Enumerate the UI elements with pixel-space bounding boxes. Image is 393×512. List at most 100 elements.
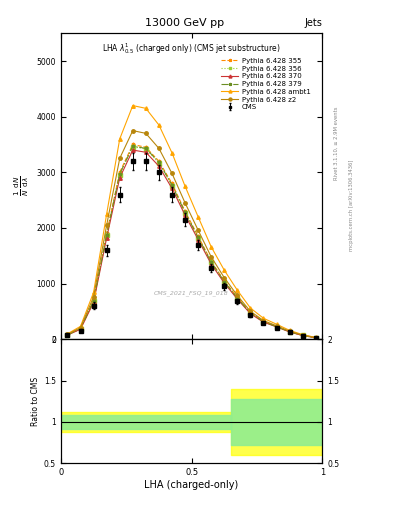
Pythia 6.428 ambt1 bbox=[300, 332, 305, 338]
Text: 13000 GeV pp: 13000 GeV pp bbox=[145, 18, 224, 28]
Pythia 6.428 z2 bbox=[65, 331, 70, 337]
Pythia 6.428 370 bbox=[222, 280, 227, 286]
Pythia 6.428 379 bbox=[78, 326, 83, 332]
Pythia 6.428 356 bbox=[130, 144, 135, 150]
Pythia 6.428 370 bbox=[300, 332, 305, 338]
Pythia 6.428 ambt1 bbox=[196, 214, 200, 220]
Pythia 6.428 379 bbox=[248, 310, 253, 316]
Pythia 6.428 z2 bbox=[209, 254, 213, 260]
Pythia 6.428 ambt1 bbox=[65, 331, 70, 337]
Pythia 6.428 379 bbox=[287, 329, 292, 335]
Pythia 6.428 370 bbox=[261, 319, 266, 325]
Pythia 6.428 370 bbox=[156, 163, 161, 169]
Pythia 6.428 356 bbox=[91, 298, 96, 304]
Pythia 6.428 370 bbox=[248, 311, 253, 317]
Line: Pythia 6.428 355: Pythia 6.428 355 bbox=[66, 143, 318, 339]
Pythia 6.428 379 bbox=[143, 145, 148, 152]
Pythia 6.428 379 bbox=[91, 297, 96, 304]
Pythia 6.428 370 bbox=[235, 296, 240, 302]
Pythia 6.428 356 bbox=[274, 324, 279, 330]
Pythia 6.428 370 bbox=[65, 332, 70, 338]
Pythia 6.428 355 bbox=[196, 233, 200, 239]
Pythia 6.428 370 bbox=[130, 147, 135, 153]
Pythia 6.428 370 bbox=[313, 335, 318, 341]
Pythia 6.428 379 bbox=[156, 159, 161, 165]
Line: Pythia 6.428 356: Pythia 6.428 356 bbox=[66, 145, 318, 339]
Pythia 6.428 379 bbox=[274, 324, 279, 330]
Pythia 6.428 356 bbox=[313, 335, 318, 341]
Y-axis label: $\frac{1}{N}\,\frac{\mathrm{d}N}{\mathrm{d}\lambda}$: $\frac{1}{N}\,\frac{\mathrm{d}N}{\mathrm… bbox=[13, 176, 31, 197]
Line: Pythia 6.428 379: Pythia 6.428 379 bbox=[66, 144, 318, 339]
Pythia 6.428 ambt1 bbox=[143, 105, 148, 112]
Pythia 6.428 z2 bbox=[78, 325, 83, 331]
Pythia 6.428 355 bbox=[235, 294, 240, 301]
Pythia 6.428 370 bbox=[91, 300, 96, 306]
Pythia 6.428 ambt1 bbox=[130, 102, 135, 109]
Pythia 6.428 356 bbox=[248, 310, 253, 316]
Pythia 6.428 379 bbox=[130, 143, 135, 149]
Pythia 6.428 z2 bbox=[170, 170, 174, 177]
Pythia 6.428 370 bbox=[209, 261, 213, 267]
Pythia 6.428 355 bbox=[313, 335, 318, 341]
Text: Jets: Jets bbox=[305, 18, 322, 28]
Pythia 6.428 379 bbox=[65, 332, 70, 338]
Legend: Pythia 6.428 355, Pythia 6.428 356, Pythia 6.428 370, Pythia 6.428 379, Pythia 6: Pythia 6.428 355, Pythia 6.428 356, Pyth… bbox=[218, 55, 314, 113]
Pythia 6.428 355 bbox=[130, 141, 135, 147]
Pythia 6.428 356 bbox=[156, 160, 161, 166]
X-axis label: LHA (charged-only): LHA (charged-only) bbox=[145, 480, 239, 490]
Pythia 6.428 z2 bbox=[196, 227, 200, 233]
Pythia 6.428 z2 bbox=[118, 155, 122, 161]
Pythia 6.428 ambt1 bbox=[287, 327, 292, 333]
Pythia 6.428 379 bbox=[196, 234, 200, 241]
Pythia 6.428 379 bbox=[104, 231, 109, 238]
Pythia 6.428 ambt1 bbox=[209, 244, 213, 250]
Pythia 6.428 z2 bbox=[313, 334, 318, 340]
Pythia 6.428 370 bbox=[170, 185, 174, 191]
Pythia 6.428 370 bbox=[104, 235, 109, 241]
Text: mcplots.cern.ch [arXiv:1306.3436]: mcplots.cern.ch [arXiv:1306.3436] bbox=[349, 159, 354, 250]
Text: Rivet 3.1.10, ≥ 2.9M events: Rivet 3.1.10, ≥ 2.9M events bbox=[334, 106, 338, 180]
Pythia 6.428 ambt1 bbox=[261, 315, 266, 322]
Pythia 6.428 356 bbox=[209, 259, 213, 265]
Pythia 6.428 ambt1 bbox=[104, 211, 109, 217]
Y-axis label: Ratio to CMS: Ratio to CMS bbox=[31, 377, 40, 426]
Pythia 6.428 355 bbox=[143, 144, 148, 151]
Pythia 6.428 370 bbox=[183, 212, 187, 218]
Pythia 6.428 z2 bbox=[261, 317, 266, 324]
Pythia 6.428 379 bbox=[261, 318, 266, 325]
Pythia 6.428 370 bbox=[274, 324, 279, 330]
Pythia 6.428 355 bbox=[287, 329, 292, 335]
Pythia 6.428 ambt1 bbox=[170, 150, 174, 156]
Pythia 6.428 z2 bbox=[183, 200, 187, 206]
Pythia 6.428 356 bbox=[170, 183, 174, 189]
Pythia 6.428 ambt1 bbox=[313, 334, 318, 340]
Line: Pythia 6.428 370: Pythia 6.428 370 bbox=[66, 148, 318, 339]
Pythia 6.428 ambt1 bbox=[222, 267, 227, 273]
Pythia 6.428 356 bbox=[104, 232, 109, 238]
Pythia 6.428 370 bbox=[143, 149, 148, 155]
Pythia 6.428 355 bbox=[91, 297, 96, 303]
Pythia 6.428 z2 bbox=[287, 328, 292, 334]
Pythia 6.428 ambt1 bbox=[78, 323, 83, 329]
Pythia 6.428 379 bbox=[300, 332, 305, 338]
Pythia 6.428 z2 bbox=[300, 332, 305, 338]
Pythia 6.428 z2 bbox=[248, 308, 253, 314]
Pythia 6.428 355 bbox=[65, 332, 70, 338]
Pythia 6.428 355 bbox=[222, 278, 227, 284]
Pythia 6.428 355 bbox=[104, 230, 109, 237]
Pythia 6.428 ambt1 bbox=[118, 136, 122, 142]
Pythia 6.428 355 bbox=[300, 332, 305, 338]
Pythia 6.428 356 bbox=[65, 332, 70, 338]
Pythia 6.428 370 bbox=[287, 329, 292, 335]
Pythia 6.428 ambt1 bbox=[235, 287, 240, 293]
Pythia 6.428 z2 bbox=[235, 292, 240, 298]
Pythia 6.428 355 bbox=[156, 158, 161, 164]
Pythia 6.428 379 bbox=[118, 171, 122, 177]
Pythia 6.428 379 bbox=[235, 295, 240, 301]
Pythia 6.428 379 bbox=[313, 335, 318, 341]
Pythia 6.428 379 bbox=[222, 279, 227, 285]
Pythia 6.428 ambt1 bbox=[183, 183, 187, 189]
Pythia 6.428 355 bbox=[118, 169, 122, 176]
Pythia 6.428 z2 bbox=[156, 145, 161, 152]
Text: LHA $\lambda^{1}_{0.5}$ (charged only) (CMS jet substructure): LHA $\lambda^{1}_{0.5}$ (charged only) (… bbox=[102, 41, 281, 56]
